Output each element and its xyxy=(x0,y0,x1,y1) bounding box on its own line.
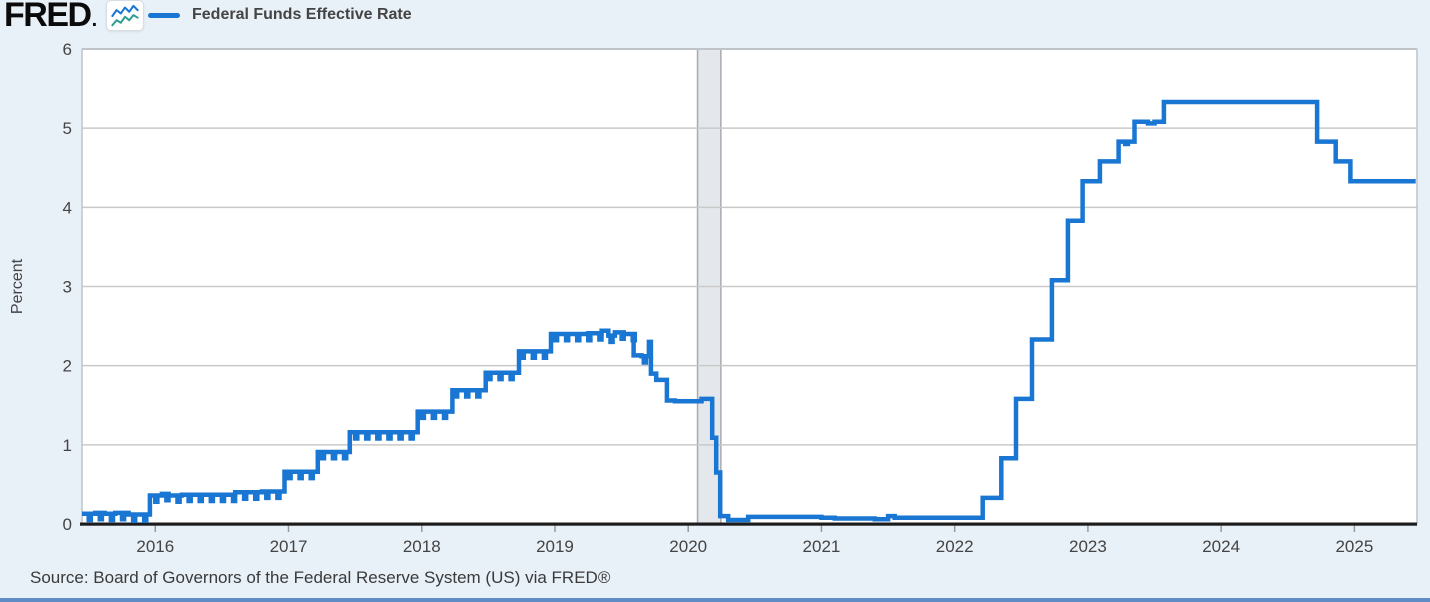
y-axis-title: Percent xyxy=(9,258,26,314)
x-tick-label: 2016 xyxy=(136,537,174,556)
fred-logo-dot: . xyxy=(91,9,98,31)
fred-sparkline-icon[interactable] xyxy=(106,0,144,31)
y-tick-label: 1 xyxy=(63,436,72,455)
legend-line-swatch xyxy=(148,12,180,18)
y-tick-label: 0 xyxy=(63,515,72,534)
x-tick-label: 2017 xyxy=(270,537,308,556)
y-tick-label: 3 xyxy=(63,278,72,297)
x-tick-label: 2022 xyxy=(936,537,974,556)
y-tick-label: 2 xyxy=(63,357,72,376)
chart-footer: Source: Board of Governors of the Federa… xyxy=(0,560,1430,598)
bottom-accent-bar xyxy=(0,598,1430,602)
x-tick-label: 2023 xyxy=(1069,537,1107,556)
x-tick-label: 2020 xyxy=(669,537,707,556)
fred-logo[interactable]: FRED. xyxy=(4,0,98,34)
source-attribution: Source: Board of Governors of the Federa… xyxy=(30,568,611,587)
x-axis-line xyxy=(80,522,1417,526)
x-tick-label: 2019 xyxy=(536,537,574,556)
x-tick-label: 2018 xyxy=(403,537,441,556)
sparkline-glyph xyxy=(111,4,139,26)
x-tick-label: 2025 xyxy=(1335,537,1373,556)
series-line xyxy=(82,99,1416,524)
y-tick-label: 4 xyxy=(63,198,72,217)
legend-series-label: Federal Funds Effective Rate xyxy=(192,6,412,23)
x-tick-label: 2021 xyxy=(803,537,841,556)
y-tick-label: 6 xyxy=(63,40,72,59)
x-tick-label: 2024 xyxy=(1202,537,1240,556)
chart-header: FRED. Federal Funds Effective Rate xyxy=(0,0,1430,42)
chart-legend[interactable]: Federal Funds Effective Rate xyxy=(148,6,412,24)
chart-canvas[interactable]: 2016 2017 2018 2019 2020 2021 2022 2023 2024 2025… xyxy=(0,0,1430,560)
y-tick-label: 5 xyxy=(63,119,72,138)
